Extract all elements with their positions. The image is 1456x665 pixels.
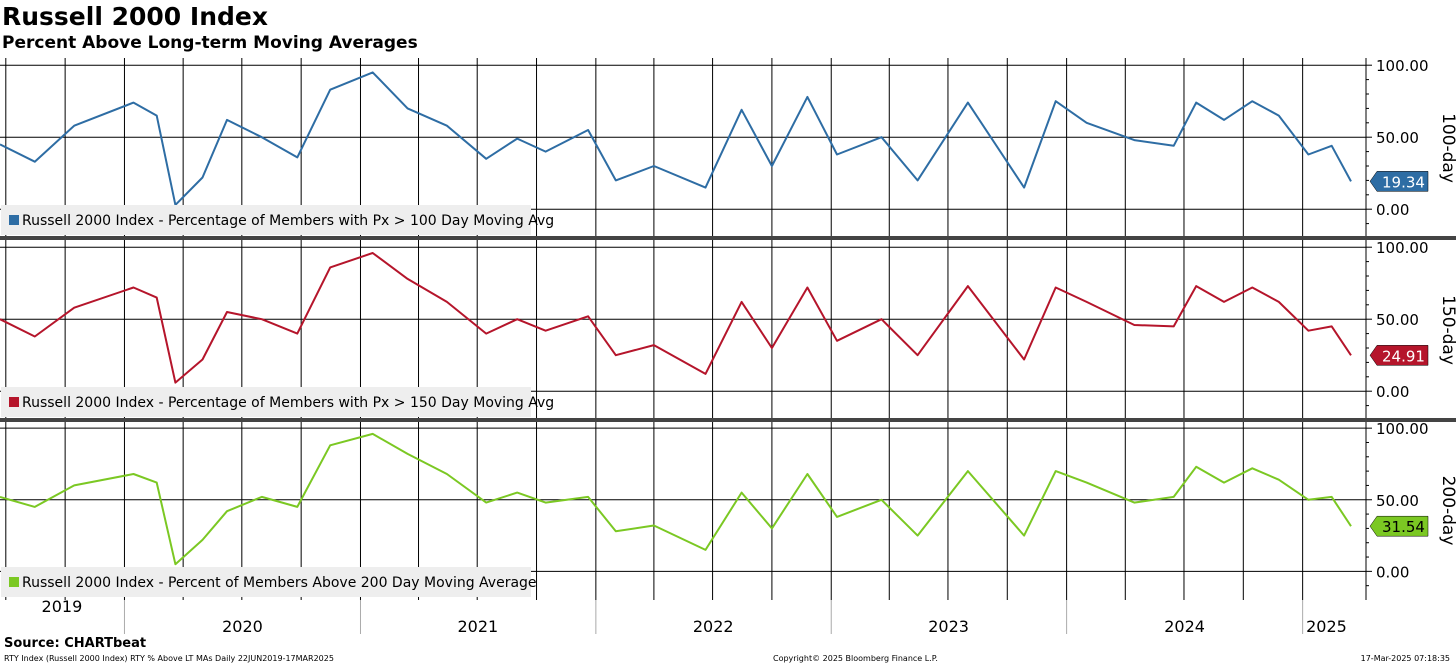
last-value-label: 31.54 (1382, 518, 1425, 536)
y-tick-label: 50.00 (1376, 311, 1419, 329)
legend-box (1, 567, 531, 597)
footer-copyright: Copyright© 2025 Bloomberg Finance L.P. (773, 654, 938, 663)
panel-side-label: 200-day (1438, 476, 1456, 546)
y-tick-label: 0.00 (1376, 383, 1409, 401)
source-label: Source: CHARTbeat (4, 636, 147, 651)
last-value-flag (1369, 171, 1429, 192)
x-year-label: 2021 (457, 617, 498, 636)
x-year-label: 2023 (928, 617, 969, 636)
x-year-label: 2022 (693, 617, 734, 636)
chart-title: Russell 2000 Index (2, 2, 268, 31)
footer-ticker: RTY Index (Russell 2000 Index) RTY % Abo… (4, 654, 334, 663)
last-value-label: 24.91 (1382, 347, 1425, 365)
legend-swatch (9, 397, 19, 407)
last-value-flag (1369, 345, 1429, 366)
y-tick-label: 100.00 (1376, 239, 1429, 257)
panel-side-label: 150-day (1438, 295, 1456, 365)
x-year-label: 2020 (222, 617, 263, 636)
panel-separator (0, 418, 1456, 422)
x-year-label: 2024 (1164, 617, 1205, 636)
x-year-label: 2019 (42, 597, 83, 616)
x-year-label: 2025 (1306, 617, 1347, 636)
legend-swatch (9, 215, 19, 225)
legend-label: Russell 2000 Index - Percentage of Membe… (22, 395, 554, 411)
y-tick-label: 100.00 (1376, 420, 1429, 438)
legend-label: Russell 2000 Index - Percent of Members … (22, 575, 537, 591)
y-tick-label: 0.00 (1376, 563, 1409, 581)
y-tick-label: 100.00 (1376, 57, 1429, 75)
panel-separator (0, 236, 1456, 240)
y-tick-label: 0.00 (1376, 201, 1409, 219)
legend-label: Russell 2000 Index - Percentage of Membe… (22, 213, 554, 229)
series-line-200-day (0, 432, 1352, 566)
legend-box (1, 205, 531, 235)
last-value-label: 19.34 (1382, 173, 1425, 191)
chart-subtitle: Percent Above Long-term Moving Averages (2, 33, 418, 53)
series-line-100-day (0, 71, 1352, 206)
last-value-flag (1369, 515, 1429, 537)
footer-timestamp: 17-Mar-2025 07:18:35 (1360, 654, 1450, 663)
y-tick-label: 50.00 (1376, 129, 1419, 147)
legend-swatch (9, 577, 19, 587)
panel-side-label: 100-day (1438, 113, 1456, 183)
legend-box (1, 387, 531, 417)
series-line-150-day (0, 252, 1352, 384)
y-tick-label: 50.00 (1376, 492, 1419, 510)
